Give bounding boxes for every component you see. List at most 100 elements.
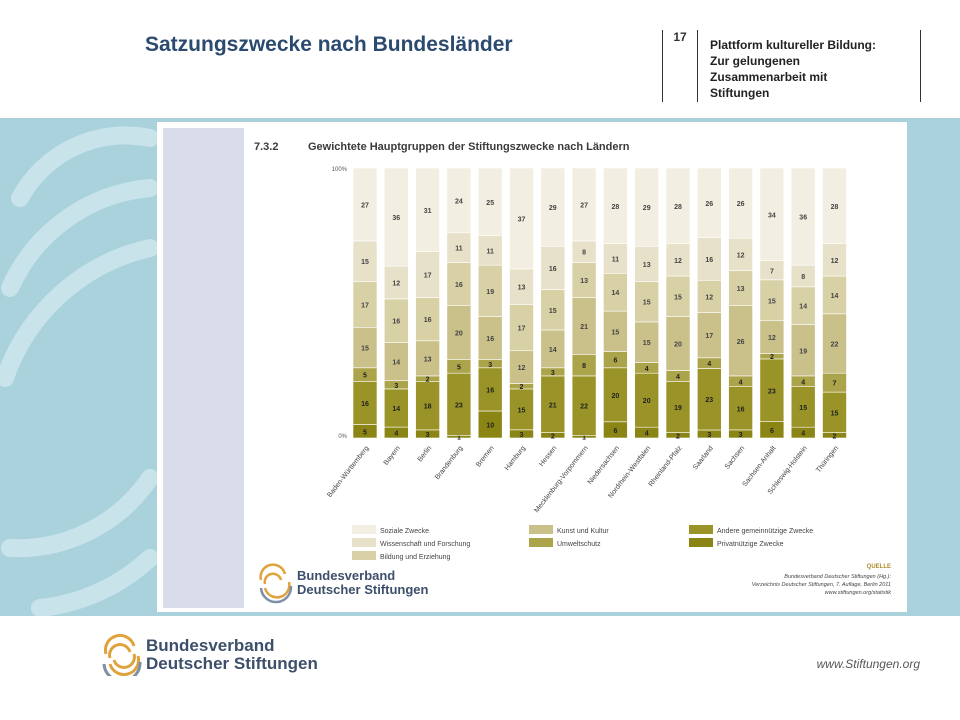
data-label: 28 (612, 204, 620, 211)
category-label: Mecklenburg-Vorpommern (533, 445, 589, 514)
bar-segment (603, 310, 628, 352)
legend-swatch (352, 551, 376, 560)
data-label: 15 (831, 410, 839, 417)
bar-segment (384, 265, 409, 300)
data-label: 11 (455, 246, 463, 253)
data-label: 20 (643, 398, 651, 405)
bar-segment (415, 167, 440, 252)
bar-segment (446, 372, 472, 436)
header-divider-left (662, 30, 663, 102)
data-label: 15 (674, 294, 682, 301)
bar-segment (759, 358, 785, 422)
data-label: 2 (520, 384, 524, 391)
data-label: 36 (392, 215, 400, 222)
source-label: QUELLE (867, 564, 891, 570)
data-label: 17 (424, 273, 432, 280)
bar-segment (477, 316, 503, 361)
bar-segment (696, 279, 722, 313)
data-label: 22 (580, 404, 588, 411)
data-label: 16 (424, 317, 432, 324)
data-label: 21 (580, 324, 588, 331)
data-label: 28 (831, 204, 839, 211)
data-label: 14 (831, 293, 839, 300)
data-label: 3 (394, 383, 398, 390)
bar-segment (509, 350, 534, 384)
bar-segment (415, 340, 440, 377)
data-label: 2 (833, 433, 837, 440)
data-label: 11 (612, 256, 620, 263)
data-label: 11 (486, 248, 494, 255)
data-label: 4 (707, 361, 711, 368)
category-label: Hamburg (504, 445, 527, 472)
data-label: 16 (737, 406, 745, 413)
bar-segment (477, 367, 503, 412)
bar-segment (665, 167, 691, 244)
data-label: 26 (705, 201, 713, 208)
data-label: 13 (737, 286, 745, 293)
bar-segment (603, 243, 628, 274)
data-label: 20 (455, 331, 463, 338)
bar-segment (696, 237, 722, 281)
data-label: 25 (486, 200, 494, 207)
category-label: Brandenburg (434, 445, 465, 481)
bar-segment (477, 410, 503, 439)
bar-segment (822, 243, 847, 277)
data-label: 19 (486, 289, 494, 296)
bar-segment (696, 312, 722, 359)
bar-segment (728, 167, 753, 239)
data-label: 19 (674, 405, 682, 412)
data-label: 1 (457, 435, 461, 442)
bar-segment (415, 380, 440, 431)
bar-segment (728, 270, 753, 307)
bar-segment (384, 342, 409, 382)
slide-title: Satzungszwecke nach Bundesländer (145, 33, 513, 56)
bar-segment (790, 286, 816, 325)
data-label: 15 (643, 300, 651, 307)
bar-segment (665, 243, 691, 277)
data-label: 3 (426, 432, 430, 439)
data-label: 16 (392, 319, 400, 326)
data-label: 13 (518, 285, 526, 292)
bar-segment (446, 232, 472, 263)
page-number: 17 (673, 30, 687, 44)
bar-segment (384, 167, 409, 267)
data-label: 26 (737, 339, 745, 346)
data-label: 26 (737, 201, 745, 208)
bar-segment (728, 237, 753, 271)
data-label: 36 (799, 215, 807, 222)
data-label: 16 (486, 336, 494, 343)
data-label: 5 (363, 373, 367, 380)
bar-segment (352, 281, 378, 328)
footer-url[interactable]: www.Stiftungen.org (816, 657, 920, 671)
legend-label: Soziale Zwecke (380, 528, 429, 535)
bar-segment (352, 380, 378, 425)
data-label: 5 (363, 429, 367, 436)
data-label: 28 (674, 204, 682, 211)
category-label: Bayern (383, 445, 402, 467)
category-label: Rheinland-Pfalz (648, 445, 684, 489)
data-label: 17 (705, 333, 713, 340)
legend-swatch (689, 538, 713, 547)
data-label: 13 (580, 278, 588, 285)
data-label: 23 (455, 402, 463, 409)
platform-line: Zur gelungenen (710, 54, 800, 68)
data-label: 4 (801, 431, 805, 438)
logo-arc (263, 581, 291, 599)
data-label: 4 (394, 431, 398, 438)
data-label: 6 (613, 428, 617, 435)
category-label: Saarland (692, 445, 715, 471)
data-label: 1 (582, 435, 586, 442)
data-label: 15 (549, 308, 557, 315)
bar-segment (352, 327, 378, 369)
data-label: 17 (518, 326, 526, 333)
data-label: 10 (486, 423, 494, 430)
legend-swatch (352, 538, 376, 547)
data-label: 3 (707, 432, 711, 439)
data-label: 16 (361, 401, 369, 408)
footer-logo-line-2: Deutscher Stiftungen (146, 654, 318, 673)
bar-segment (603, 367, 628, 423)
category-label: Thüringen (815, 445, 840, 474)
data-label: 8 (582, 363, 586, 370)
data-label: 21 (549, 402, 557, 409)
data-label: 3 (551, 370, 555, 377)
